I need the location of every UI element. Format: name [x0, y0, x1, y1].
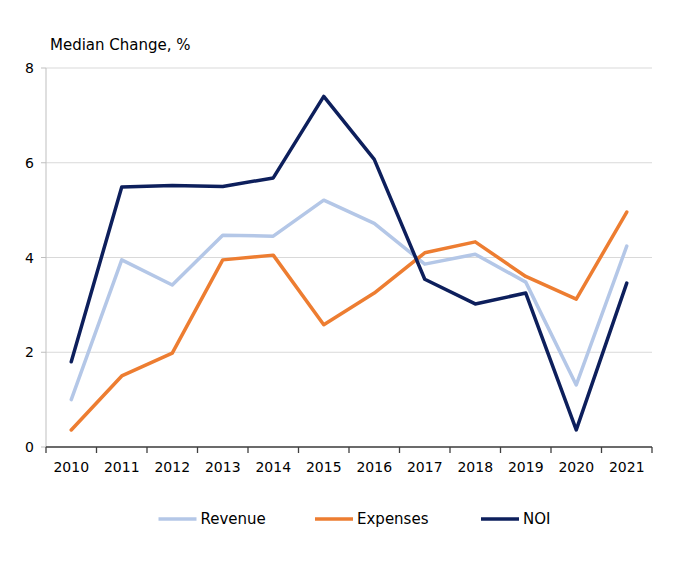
x-tick — [45, 447, 46, 453]
x-tick-label: 2020 — [558, 459, 594, 475]
x-tick — [550, 447, 551, 453]
y-tick — [41, 162, 46, 163]
legend-label: NOI — [523, 510, 550, 528]
x-tick-label: 2012 — [154, 459, 190, 475]
x-tick-label: 2011 — [104, 459, 140, 475]
x-tick — [601, 447, 602, 453]
y-tick-label: 6 — [25, 155, 34, 171]
y-tick-label: 0 — [25, 439, 34, 455]
y-tick — [41, 257, 46, 258]
grid-line — [46, 257, 652, 258]
x-tick-label: 2013 — [205, 459, 241, 475]
x-tick — [96, 447, 97, 453]
x-tick-label: 2021 — [609, 459, 645, 475]
y-tick — [41, 447, 46, 448]
x-tick-label: 2010 — [53, 459, 89, 475]
grid-line — [46, 162, 652, 163]
legend-swatch — [481, 517, 519, 521]
series-line — [71, 200, 627, 399]
legend-label: Revenue — [201, 510, 266, 528]
x-tick-label: 2016 — [356, 459, 392, 475]
plot-area — [71, 96, 627, 430]
x-tick — [500, 447, 501, 453]
x-tick — [651, 447, 652, 453]
y-axis — [46, 68, 47, 447]
x-tick — [298, 447, 299, 453]
x-tick-label: 2018 — [457, 459, 493, 475]
x-tick-label: 2015 — [306, 459, 342, 475]
x-tick — [399, 447, 400, 453]
x-tick — [348, 447, 349, 453]
y-tick-label: 2 — [25, 344, 34, 360]
chart: 0 2 4 6 8 2010 2011 2012 2013 2014 2015 2016 2017 201… — [0, 0, 698, 563]
y-tick-label: 4 — [25, 250, 34, 266]
series-line — [71, 96, 627, 430]
x-tick — [146, 447, 147, 453]
y-tick-label: 8 — [25, 60, 34, 76]
x-tick — [247, 447, 248, 453]
x-tick-label: 2019 — [508, 459, 544, 475]
y-axis-label: Median Change, % — [50, 36, 191, 54]
series-line — [71, 212, 627, 430]
x-tick-label: 2017 — [407, 459, 443, 475]
y-tick — [41, 68, 46, 69]
legend-swatch — [315, 517, 353, 521]
grid-line — [46, 68, 652, 69]
legend-label: Expenses — [357, 510, 429, 528]
y-tick — [41, 352, 46, 353]
x-tick — [197, 447, 198, 453]
x-tick — [449, 447, 450, 453]
legend: Revenue Expenses NOI — [159, 510, 551, 528]
legend-swatch — [159, 517, 197, 521]
x-tick-label: 2014 — [255, 459, 291, 475]
